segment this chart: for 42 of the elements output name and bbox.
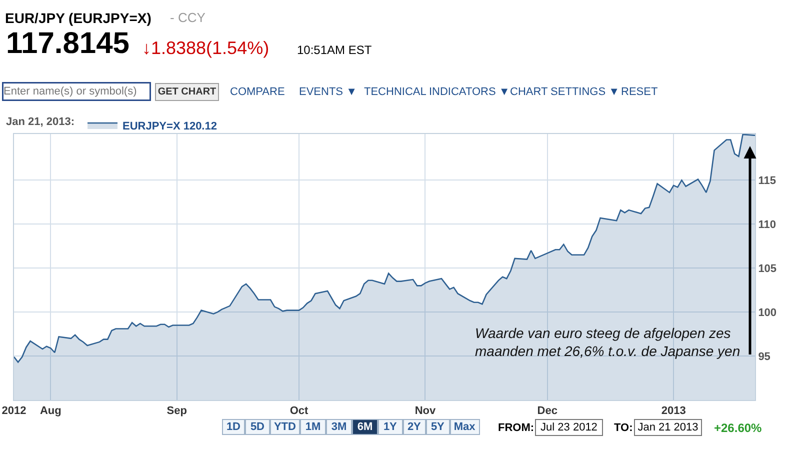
text: +26.60% bbox=[714, 421, 762, 435]
y-tick-label: 110 bbox=[758, 218, 776, 231]
text: Max bbox=[454, 421, 476, 433]
text: TO: bbox=[614, 422, 633, 434]
chart-title: EUR/JPY (EURJPY=X) bbox=[5, 10, 152, 26]
text: 2Y bbox=[407, 421, 422, 433]
legend-label: EURJPY=X 120.12 bbox=[122, 120, 217, 132]
text: 5Y bbox=[430, 421, 446, 433]
x-tick-label: 2013 bbox=[661, 405, 686, 418]
x-tick-label: Oct bbox=[290, 405, 308, 418]
text: 1M bbox=[305, 421, 321, 433]
text: CHART SETTINGS ▼ bbox=[510, 86, 620, 98]
text: 3M bbox=[331, 421, 347, 433]
text: Jan 21 2013 bbox=[638, 422, 698, 434]
y-tick-label: 115 bbox=[758, 175, 776, 188]
legend-title: Jan 21, 2013: bbox=[6, 116, 74, 128]
annotation: Waarde van euro steeg de afgelopen zes maanden met 26,6% t.o.v. de Japanse yen bbox=[475, 325, 740, 360]
y-tick-label: 100 bbox=[758, 306, 777, 319]
x-tick-label: Nov bbox=[414, 405, 436, 418]
text: 10:51AM EST bbox=[297, 43, 372, 57]
text: COMPARE bbox=[230, 86, 285, 98]
text: RESET bbox=[621, 86, 658, 98]
text: Enter name(s) or symbol(s) bbox=[4, 86, 137, 98]
text: 6M bbox=[357, 421, 373, 433]
text: FROM: bbox=[498, 422, 534, 434]
x-tick-label: Sep bbox=[166, 405, 188, 418]
text: Jul 23 2012 bbox=[540, 422, 598, 434]
text: TECHNICAL INDICATORS ▼ bbox=[364, 86, 510, 98]
y-tick-label: 95 bbox=[758, 350, 770, 363]
text: 1Y bbox=[383, 421, 398, 433]
text: 1D bbox=[226, 421, 241, 433]
text: - CCY bbox=[170, 10, 206, 25]
text: ↓1.8388(1.54%) bbox=[142, 38, 270, 58]
text: GET CHART bbox=[158, 86, 216, 98]
text: 117.8145 bbox=[6, 27, 130, 60]
x-tick-label: Aug bbox=[40, 405, 62, 418]
text: 5D bbox=[250, 421, 265, 433]
text: EVENTS ▼ bbox=[299, 86, 357, 98]
x-tick-label: Dec bbox=[537, 405, 558, 418]
y-tick-label: 105 bbox=[758, 262, 777, 275]
text: YTD bbox=[274, 421, 296, 433]
x-tick-label: 2012 bbox=[2, 405, 26, 418]
